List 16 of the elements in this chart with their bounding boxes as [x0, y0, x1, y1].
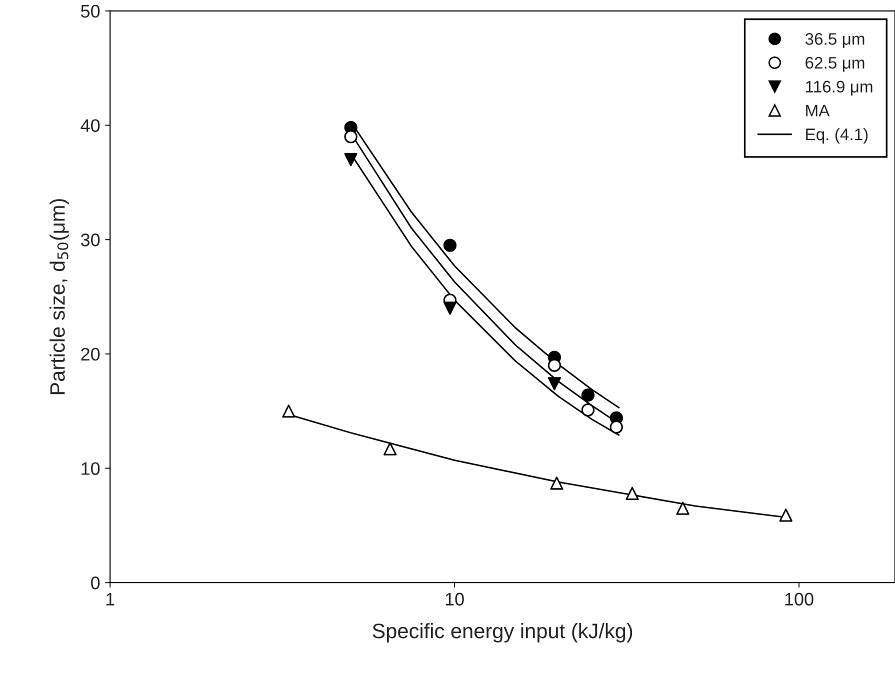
- legend-label: Eq. (4.1): [806, 128, 868, 144]
- y-tick-label: 20: [81, 348, 100, 361]
- y-axis-title: Particle size, d$_{50}$(μm): [50, 199, 69, 394]
- x-tick-label: 1: [106, 592, 114, 606]
- x-axis-title: Specific energy input (kJ/kg): [372, 623, 632, 642]
- y-tick-label: 30: [80, 234, 100, 246]
- legend-label: 36.5 μm: [805, 33, 864, 48]
- y-tick-label: 0: [91, 576, 100, 590]
- y-tick-label: 40: [80, 119, 100, 132]
- legend-label: 116.9 μm: [806, 80, 872, 96]
- x-tick-label: 10: [446, 592, 464, 606]
- legend-label: MA: [806, 104, 830, 116]
- legend-label: 62.5 μm: [806, 56, 864, 72]
- y-tick-label: 10: [82, 462, 100, 475]
- x-tick-label: 100: [785, 592, 814, 606]
- y-tick-label: 50: [81, 4, 100, 18]
